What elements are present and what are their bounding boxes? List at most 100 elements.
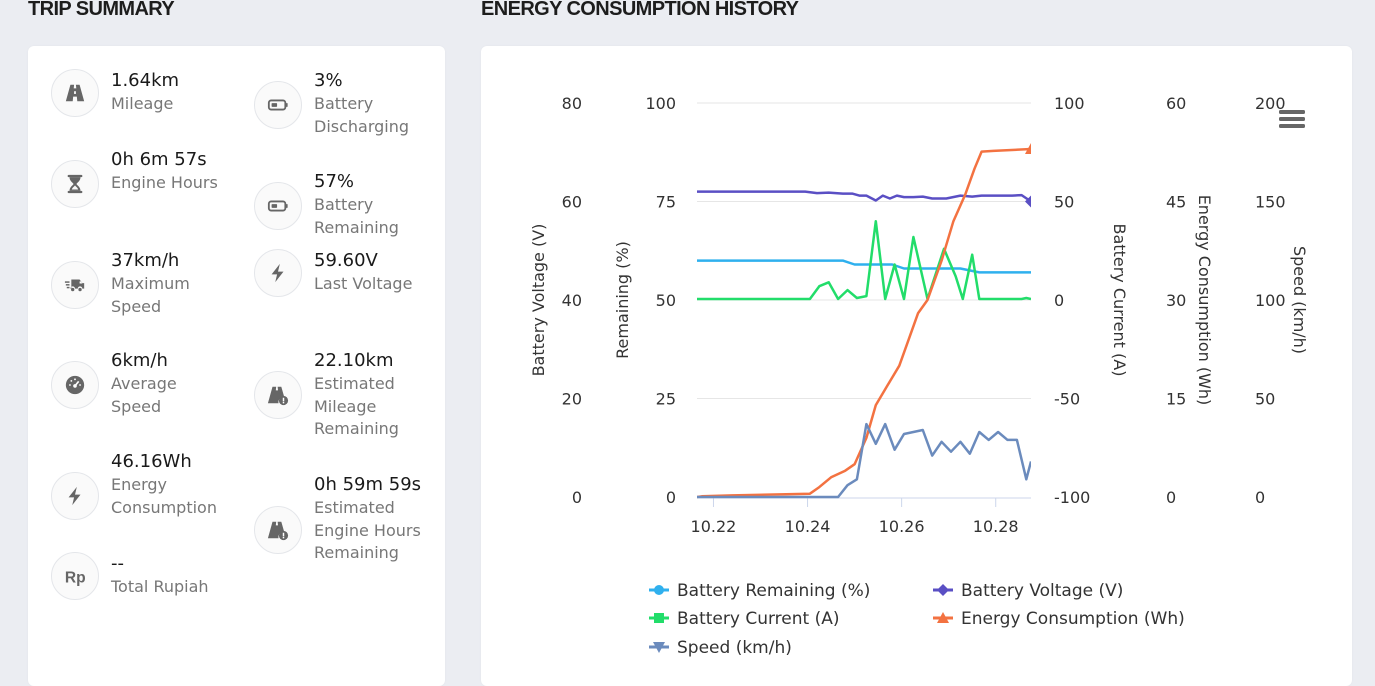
legend-marker xyxy=(937,584,949,596)
energy-chart: 10.22 10.24 10.26 10.28 0 20 40 60 80 Battery Vol… xyxy=(501,90,1336,658)
battery-icon xyxy=(254,81,302,129)
battery-icon xyxy=(254,182,302,230)
stat-value: 3% xyxy=(314,70,343,91)
stat-value: 1.64km xyxy=(111,70,180,91)
y-tick-label-current: -100 xyxy=(1054,488,1090,507)
y-tick-label-remaining: 25 xyxy=(656,390,676,409)
legend-label: Battery Current (A) xyxy=(677,609,839,629)
axis-title-energy: Energy Consumption (Wh) xyxy=(1195,195,1214,406)
y-tick-label-voltage: 80 xyxy=(562,94,582,113)
legend-marker xyxy=(654,613,664,623)
y-tick-label-voltage: 20 xyxy=(562,390,582,409)
hourglass-icon xyxy=(51,160,99,208)
axis-title-voltage: Battery Voltage (V) xyxy=(529,224,548,377)
stat-value: 46.16Wh xyxy=(111,451,192,472)
legend-marker xyxy=(653,642,665,653)
stat-value: 59.60V xyxy=(314,250,378,271)
y-tick-label-current: -50 xyxy=(1054,390,1080,409)
y-tick-label-speed: 200 xyxy=(1255,94,1286,113)
stat-label: Average Speed xyxy=(111,374,177,416)
stat-label: Energy Consumption xyxy=(111,475,217,517)
road-alert-icon xyxy=(254,506,302,554)
stat-value: 6km/h xyxy=(111,350,168,371)
chart-background xyxy=(501,90,1336,650)
y-tick-label-speed: 50 xyxy=(1255,390,1275,409)
stat-label: Battery Discharging xyxy=(314,94,410,136)
bolt-icon xyxy=(254,249,302,297)
axis-title-speed: Speed (km/h) xyxy=(1290,246,1309,354)
legend-label: Battery Remaining (%) xyxy=(677,581,870,601)
stat-value: 37km/h xyxy=(111,250,180,271)
speedometer-icon xyxy=(51,361,99,409)
legend-item[interactable]: Energy Consumption (Wh) xyxy=(933,609,1185,629)
stat-value: 22.10km xyxy=(314,350,394,371)
legend-label: Energy Consumption (Wh) xyxy=(961,609,1185,629)
legend-marker xyxy=(654,585,664,595)
trip-summary-card: 1.64km Mileage 3% Battery Discharging 0h 6m … xyxy=(28,46,445,686)
y-tick-label-speed: 100 xyxy=(1255,291,1286,310)
series-point-energy xyxy=(1025,142,1031,154)
y-tick-label-energy: 0 xyxy=(1166,488,1176,507)
stat-value: 0h 59m 59s xyxy=(314,474,422,495)
y-tick-label-voltage: 40 xyxy=(562,291,582,310)
stat-label: Mileage xyxy=(111,94,174,113)
stat-label: Estimated Engine Hours Remaining xyxy=(314,498,421,562)
road-icon xyxy=(51,69,99,117)
series-line-voltage xyxy=(697,190,1031,203)
series-line-speed xyxy=(697,422,1031,499)
y-tick-label-remaining: 50 xyxy=(656,291,676,310)
y-tick-label-current: 0 xyxy=(1054,291,1064,310)
stat-label: Total Rupiah xyxy=(111,577,209,596)
y-tick-label-remaining: 75 xyxy=(656,193,676,212)
x-tick-label: 10.28 xyxy=(973,517,1019,536)
road-alert-icon xyxy=(254,371,302,419)
chart-legend: Battery Remaining (%) Battery Voltage (V)… xyxy=(649,581,1185,658)
stat-label: Battery Remaining xyxy=(314,195,399,237)
legend-item[interactable]: Battery Current (A) xyxy=(649,609,839,629)
y-tick-label-energy: 30 xyxy=(1166,291,1186,310)
legend-item[interactable]: Speed (km/h) xyxy=(649,638,792,658)
y-tick-label-energy: 15 xyxy=(1166,390,1186,409)
truck-speed-icon xyxy=(51,261,99,309)
y-tick-label-energy: 60 xyxy=(1166,94,1186,113)
energy-history-title: ENERGY CONSUMPTION HISTORY xyxy=(481,0,799,20)
legend-label: Speed (km/h) xyxy=(677,638,792,658)
trip-summary-title: TRIP SUMMARY xyxy=(28,0,175,20)
x-tick-label: 10.26 xyxy=(879,517,925,536)
svg-text:Rp: Rp xyxy=(65,569,86,586)
y-tick-label-speed: 0 xyxy=(1255,488,1265,507)
x-tick-label: 10.22 xyxy=(691,517,737,536)
y-tick-label-energy: 45 xyxy=(1166,193,1186,212)
y-tick-label-speed: 150 xyxy=(1255,193,1286,212)
y-tick-label-current: 50 xyxy=(1054,193,1074,212)
stat-value: 57% xyxy=(314,171,355,192)
stat-value: 0h 6m 57s xyxy=(111,149,207,170)
stat-label: Maximum Speed xyxy=(111,274,190,316)
legend-item[interactable]: Battery Remaining (%) xyxy=(649,581,870,601)
stat-label: Last Voltage xyxy=(314,274,413,293)
stat-value: -- xyxy=(111,553,124,574)
legend-label: Battery Voltage (V) xyxy=(961,581,1123,601)
stat-label: Engine Hours xyxy=(111,173,218,192)
x-tick-label: 10.24 xyxy=(785,517,831,536)
chart-gridlines xyxy=(697,102,1031,399)
axis-title-remaining: Remaining (%) xyxy=(613,241,632,359)
legend-marker xyxy=(937,612,949,623)
y-tick-label-current: 100 xyxy=(1054,94,1085,113)
bolt-icon xyxy=(51,472,99,520)
energy-history-card: 10.22 10.24 10.26 10.28 0 20 40 60 80 Battery Vol… xyxy=(481,46,1352,686)
hamburger-menu-icon[interactable] xyxy=(1277,106,1305,134)
series-line-energy xyxy=(697,147,1031,499)
series-line-current xyxy=(697,219,1031,301)
rupiah-icon: Rp xyxy=(51,552,99,600)
series-line-remaining xyxy=(697,259,1031,274)
series-point-voltage xyxy=(1025,195,1031,208)
stat-label: Estimated Mileage Remaining xyxy=(314,374,399,438)
axis-title-current: Battery Current (A) xyxy=(1110,224,1129,377)
y-tick-label-remaining: 100 xyxy=(645,94,676,113)
legend-item[interactable]: Battery Voltage (V) xyxy=(933,581,1123,601)
y-tick-label-voltage: 0 xyxy=(572,488,582,507)
y-tick-label-voltage: 60 xyxy=(562,193,582,212)
chart-series-group xyxy=(697,142,1031,499)
y-tick-label-remaining: 0 xyxy=(666,488,676,507)
